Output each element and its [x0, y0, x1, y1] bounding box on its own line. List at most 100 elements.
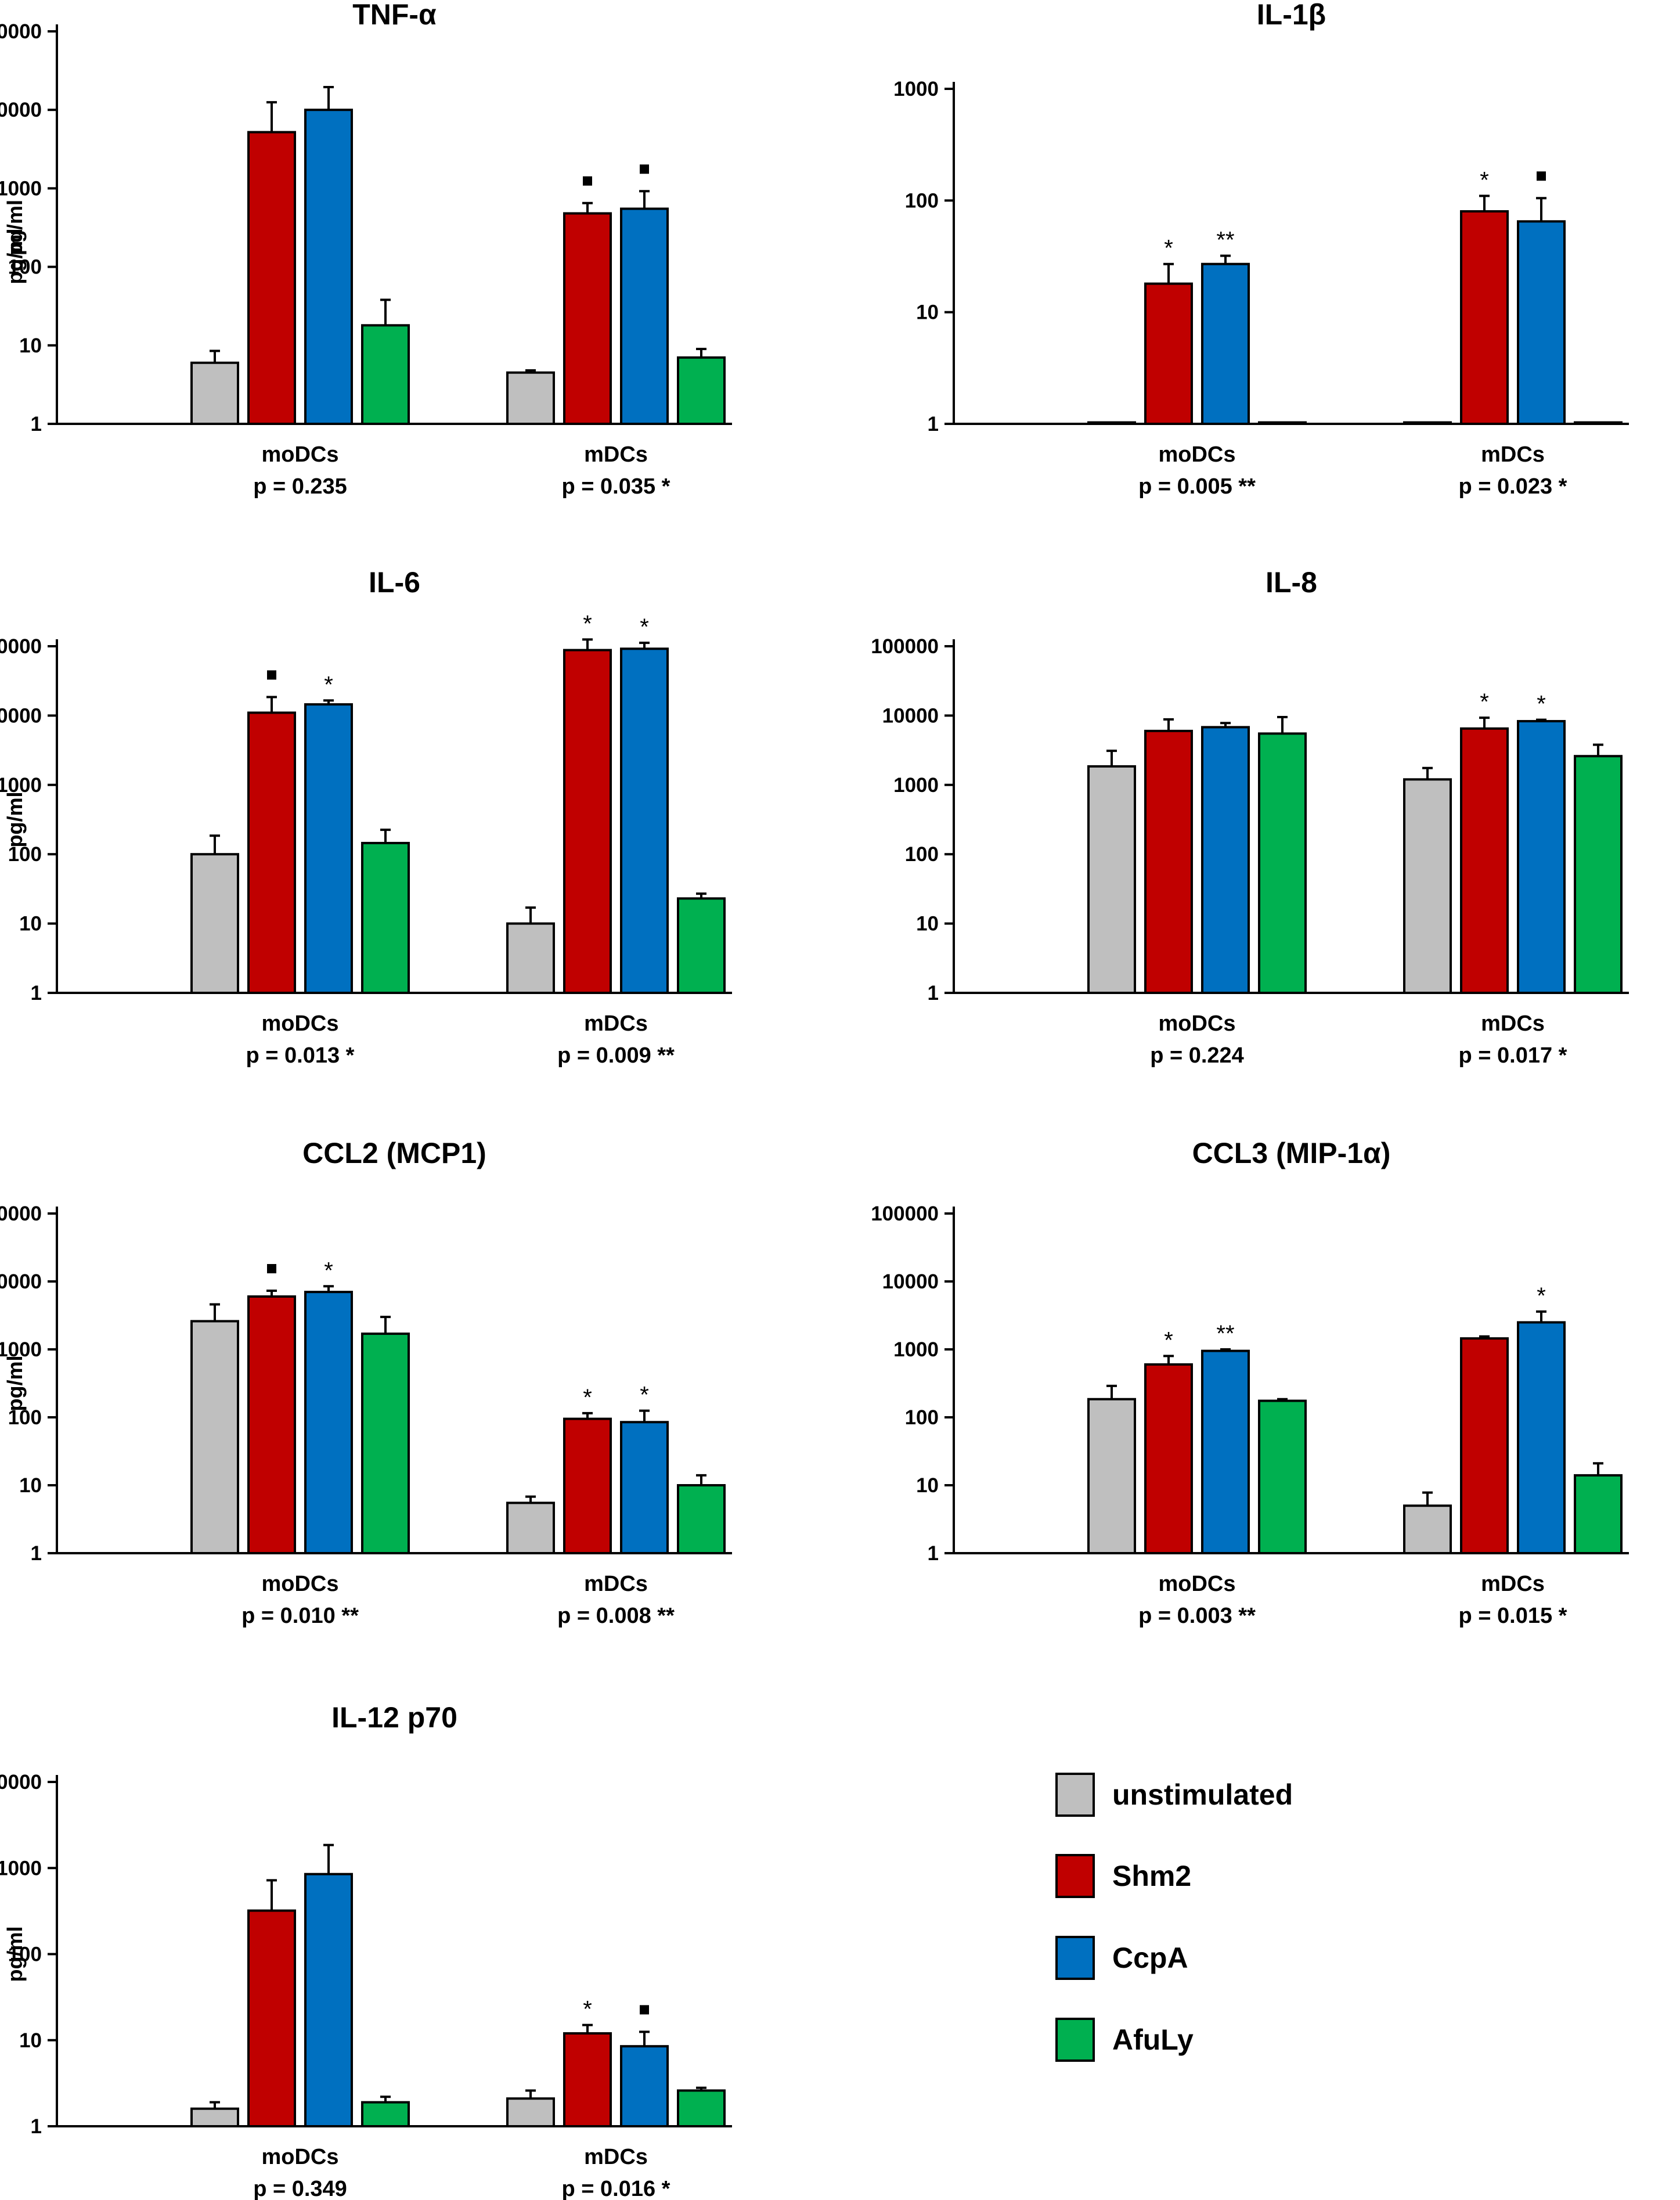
panel-tnf: TNF-α pg/ml 1 10 100 1000 10000 100000 moDCs p = …	[0, 0, 732, 499]
significance-star: *	[583, 611, 592, 636]
bar-shm2-mdcs	[563, 2032, 612, 2128]
chart-title: CCL3 (MIP-1α)	[1192, 1137, 1391, 1169]
significance-star: *	[1480, 167, 1489, 193]
panel-il-12-p70: IL-12 p70 pg/ml * 1 10 100 1000 10000 moDCs p = 0…	[0, 1701, 732, 2200]
bar-afuly-mdcs	[677, 356, 726, 425]
bar-shm2-mdcs	[1460, 210, 1509, 425]
y-tick-label: 100	[8, 843, 42, 866]
significance-star: *	[1164, 236, 1173, 261]
bar-ccpa-mdcs	[620, 647, 669, 994]
bar-ccpa-modcs	[1201, 1349, 1250, 1555]
y-tick-label: 1000	[0, 774, 42, 797]
bar-afuly-mdcs	[1574, 755, 1623, 994]
y-axis-label: pg/ml	[3, 792, 27, 848]
bar-unstimulated-mdcs	[506, 922, 555, 994]
chart-title: IL-8	[1266, 566, 1317, 599]
p-value-label: p = 0.035 *	[562, 474, 670, 499]
significance-star: *	[1537, 1283, 1546, 1309]
bar-ccpa-mdcs	[1517, 720, 1566, 995]
bar-unstimulated-modcs	[1087, 765, 1136, 994]
group-label: mDCs	[584, 2145, 648, 2169]
y-tick-label: 10000	[0, 99, 42, 121]
bar-afuly-modcs	[361, 2101, 410, 2128]
y-tick-label: 10000	[882, 1270, 939, 1293]
bar-ccpa-modcs	[304, 703, 353, 995]
chart-title: IL-12 p70	[331, 1701, 457, 1734]
y-tick-label: 10	[19, 913, 42, 935]
legend-swatch-afuly	[1055, 2018, 1095, 2062]
group-label: mDCs	[1481, 442, 1545, 467]
significance-square	[640, 164, 649, 174]
y-tick-label: 100000	[871, 635, 939, 658]
p-value-label: p = 0.010 **	[241, 1604, 359, 1628]
bar-afuly-modcs	[1258, 732, 1307, 994]
significance-star: *	[583, 1385, 592, 1410]
panel-ccl2-mcp1: CCL2 (MCP1) pg/ml * * * 1 10 100 1000 10000 100000…	[0, 1137, 732, 1628]
significance-star: *	[324, 672, 333, 697]
bar-unstimulated-modcs	[190, 361, 239, 425]
bar-unstimulated-modcs	[1087, 1398, 1136, 1555]
y-tick-label: 100000	[0, 635, 42, 658]
p-value-label: p = 0.009 **	[557, 1043, 675, 1068]
bar-unstimulated-mdcs	[506, 2097, 555, 2127]
p-value-label: p = 0.015 *	[1459, 1604, 1567, 1628]
bar-afuly-modcs	[361, 841, 410, 994]
legend-swatch-unstimulated	[1055, 1773, 1095, 1817]
significance-star: **	[1216, 1321, 1234, 1346]
y-tick-label: 100	[905, 1406, 939, 1429]
chart-title: IL-6	[369, 566, 420, 599]
y-tick-label: 10000	[0, 1270, 42, 1293]
p-value-label: p = 0.016 *	[562, 2177, 670, 2200]
y-axis-label: pg/ml	[3, 229, 27, 285]
legend-label-ccpa: CcpA	[1112, 1942, 1188, 1974]
legend-label-shm2: Shm2	[1112, 1860, 1192, 1892]
bar-shm2-modcs	[1144, 1363, 1193, 1554]
bar-afuly-modcs	[361, 324, 410, 426]
significance-star: *	[1164, 1327, 1173, 1353]
y-tick-label: 10	[19, 2029, 42, 2052]
p-value-label: p = 0.023 *	[1459, 474, 1567, 499]
bar-ccpa-mdcs	[620, 207, 669, 425]
y-tick-label: 10	[916, 301, 939, 324]
bar-ccpa-mdcs	[1517, 1321, 1566, 1554]
bar-unstimulated-mdcs	[1403, 778, 1452, 994]
y-tick-label: 100	[905, 843, 939, 866]
y-tick-label: 1	[928, 1542, 939, 1565]
bar-unstimulated-mdcs	[506, 1502, 555, 1555]
panel-il-8: IL-8 pg/ml * * 1 10 100 1000 10000 100000 moDCs p =…	[3, 566, 1629, 1068]
p-value-label: p = 0.005 **	[1138, 474, 1256, 499]
chart-title: IL-1β	[1257, 0, 1326, 31]
y-tick-label: 1	[31, 982, 42, 1004]
group-label: mDCs	[584, 442, 648, 467]
y-axis-label: pg/ml	[3, 1356, 27, 1412]
bar-ccpa-mdcs	[620, 2045, 669, 2127]
bar-shm2-modcs	[247, 131, 296, 425]
legend-swatch-ccpa	[1055, 1936, 1095, 1980]
bar-ccpa-modcs	[304, 1873, 353, 2127]
y-tick-label: 1000	[0, 1338, 42, 1361]
bar-ccpa-modcs	[304, 1291, 353, 1554]
bar-afuly-mdcs	[677, 1484, 726, 1554]
y-tick-label: 100	[8, 1943, 42, 1966]
legend-item-shm2: Shm2	[1055, 1854, 1191, 1898]
significance-star: *	[1480, 689, 1489, 715]
significance-star: **	[1216, 228, 1234, 253]
y-tick-label: 10000	[882, 704, 939, 727]
group-label: mDCs	[1481, 1011, 1545, 1036]
bar-ccpa-mdcs	[620, 1421, 669, 1555]
p-value-label: p = 0.008 **	[557, 1604, 675, 1628]
y-axis-label: pg/ml	[3, 200, 27, 255]
y-axis-label: pg/ml	[3, 1356, 27, 1412]
p-value-label: p = 0.003 **	[1138, 1604, 1256, 1628]
bar-shm2-modcs	[1144, 729, 1193, 995]
y-tick-label: 1000	[893, 774, 939, 797]
y-tick-label: 10	[916, 1474, 939, 1497]
y-axis-label: pg/ml	[3, 792, 27, 848]
bar-unstimulated-mdcs	[506, 371, 555, 425]
group-label: mDCs	[584, 1572, 648, 1596]
bar-afuly-mdcs	[677, 897, 726, 994]
p-value-label: p = 0.013 *	[246, 1043, 355, 1068]
legend-item-afuly: AfuLy	[1055, 2018, 1194, 2062]
bar-shm2-mdcs	[563, 1417, 612, 1555]
